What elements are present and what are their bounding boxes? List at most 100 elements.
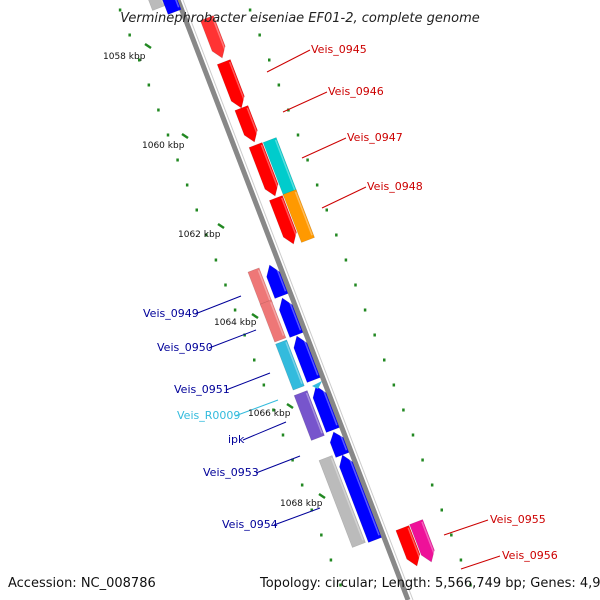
tick-dot [138,58,141,62]
gene-veis-0947-alt [262,137,298,198]
tick-dot [469,583,472,587]
tick-dot [339,583,342,587]
gene-features [145,0,437,567]
gene-veis-0951 [275,339,305,391]
accession-text: Accession: NC_008786 [8,576,156,591]
gene-veis-0956 [409,519,437,563]
gene-rev-4-shine [321,385,338,426]
gene-label-veis-0953[interactable]: Veis_0953 [203,466,259,479]
label-leader-line [208,329,257,349]
tick-dot [185,183,189,187]
gene-rev-2-shine [287,297,302,331]
tick-dot [281,433,285,437]
gene-rev-3-shine [301,335,319,376]
gene-veis-0954-shape [339,454,382,543]
top-blue-gene-shape [159,0,182,15]
label-leader-line [282,91,328,113]
tick-dot [214,258,218,262]
tick-dot [411,433,415,437]
tick-dot [450,533,453,537]
gene-veis-0953-shape [318,455,366,548]
tick-dot [325,208,328,212]
gene-label-veis-0945[interactable]: Veis_0945 [311,43,367,56]
tick-label: 1060 kbp [142,141,185,151]
gene-label-veis-0954[interactable]: Veis_0954 [222,518,278,531]
gene-rev-3 [293,335,321,383]
gene-veis-0954-shine [347,454,380,536]
tick-mark [318,492,326,500]
tick-dot [363,308,367,312]
top-blue-gene-shine [171,0,180,8]
tick-dot [291,458,294,462]
genome-backbone-highlight [182,0,414,600]
gene-label-veis-0947[interactable]: Veis_0947 [347,131,403,144]
gene-veis-0946b-shape [234,105,258,143]
tick-dot [205,233,208,237]
gene-veis-0956-shape [409,519,435,563]
gene-veis-0955 [395,525,422,567]
tick-dot [310,508,313,512]
label-leader-line [234,399,279,417]
gene-veis-0948-shine [281,197,299,240]
gene-veis-0947-alt-shine [274,139,296,191]
tick-dot [296,133,300,137]
label-leader-line [225,372,271,391]
tick-dot [248,8,252,12]
gene-rev-2-shape [278,297,304,338]
tick-dot [300,483,304,487]
tick-dot [258,33,261,37]
gene-label-veis-0956[interactable]: Veis_0956 [502,549,558,562]
gene-veis-0946b [234,105,260,143]
gene-veis-0955-shine [407,527,422,562]
tick-dot [383,358,386,362]
gene-rev-3-shape [293,335,321,383]
tick-dots [118,8,472,587]
top-grey-gene [145,0,166,11]
label-leader-line [321,186,367,209]
tick-dot [315,183,319,187]
tick-dot [253,358,256,362]
label-leader-line [301,137,347,159]
tick-mark [181,132,189,140]
gene-veis-0945-shape [199,15,226,59]
tick-dot [329,558,333,562]
gene-veis-0947 [248,142,280,197]
gene-label-veis-0946[interactable]: Veis_0946 [328,85,384,98]
gene-label-ipk[interactable]: ipk [228,433,245,446]
gene-ipk-shine [305,392,323,434]
gene-veis-0954 [339,454,382,543]
tick-mark [251,312,259,320]
label-leader-line [266,49,311,73]
gene-veis-0948-shape [268,195,297,245]
tick-dot [157,108,160,112]
gene-veis-0949-shine [257,269,271,301]
gene-label-veis-0948[interactable]: Veis_0948 [367,180,423,193]
gene-veis-0946-shape [216,59,245,109]
tick-mark [144,42,152,50]
gene-veis-0953 [318,455,366,548]
rna-marker [312,381,322,389]
gene-ipk-shape [293,390,325,441]
gene-veis-0946 [216,59,247,109]
tick-dot [243,333,246,337]
tick-dot [195,208,198,212]
tick-dot [459,558,463,562]
label-leader-line [255,455,301,474]
label-leader-line [460,555,501,570]
gene-rev-1-shape [266,264,289,299]
gene-veis-0948-alt [282,189,315,243]
tick-dot [421,458,424,462]
tick-mark [286,402,294,410]
gene-label-veis-0955[interactable]: Veis_0955 [490,513,546,526]
genome-backbone [175,0,411,600]
gene-label-veis-r0009[interactable]: Veis_R0009 [177,409,240,422]
gene-veis-0953-shine [330,457,364,541]
tick-dot [277,83,281,87]
gene-label-veis-0951[interactable]: Veis_0951 [174,383,230,396]
gene-label-veis-0949[interactable]: Veis_0949 [143,307,199,320]
tick-dot [344,258,348,262]
gene-label-veis-0950[interactable]: Veis_0950 [157,341,213,354]
tick-label: 1062 kbp [178,230,221,240]
tick-dot [128,33,131,37]
